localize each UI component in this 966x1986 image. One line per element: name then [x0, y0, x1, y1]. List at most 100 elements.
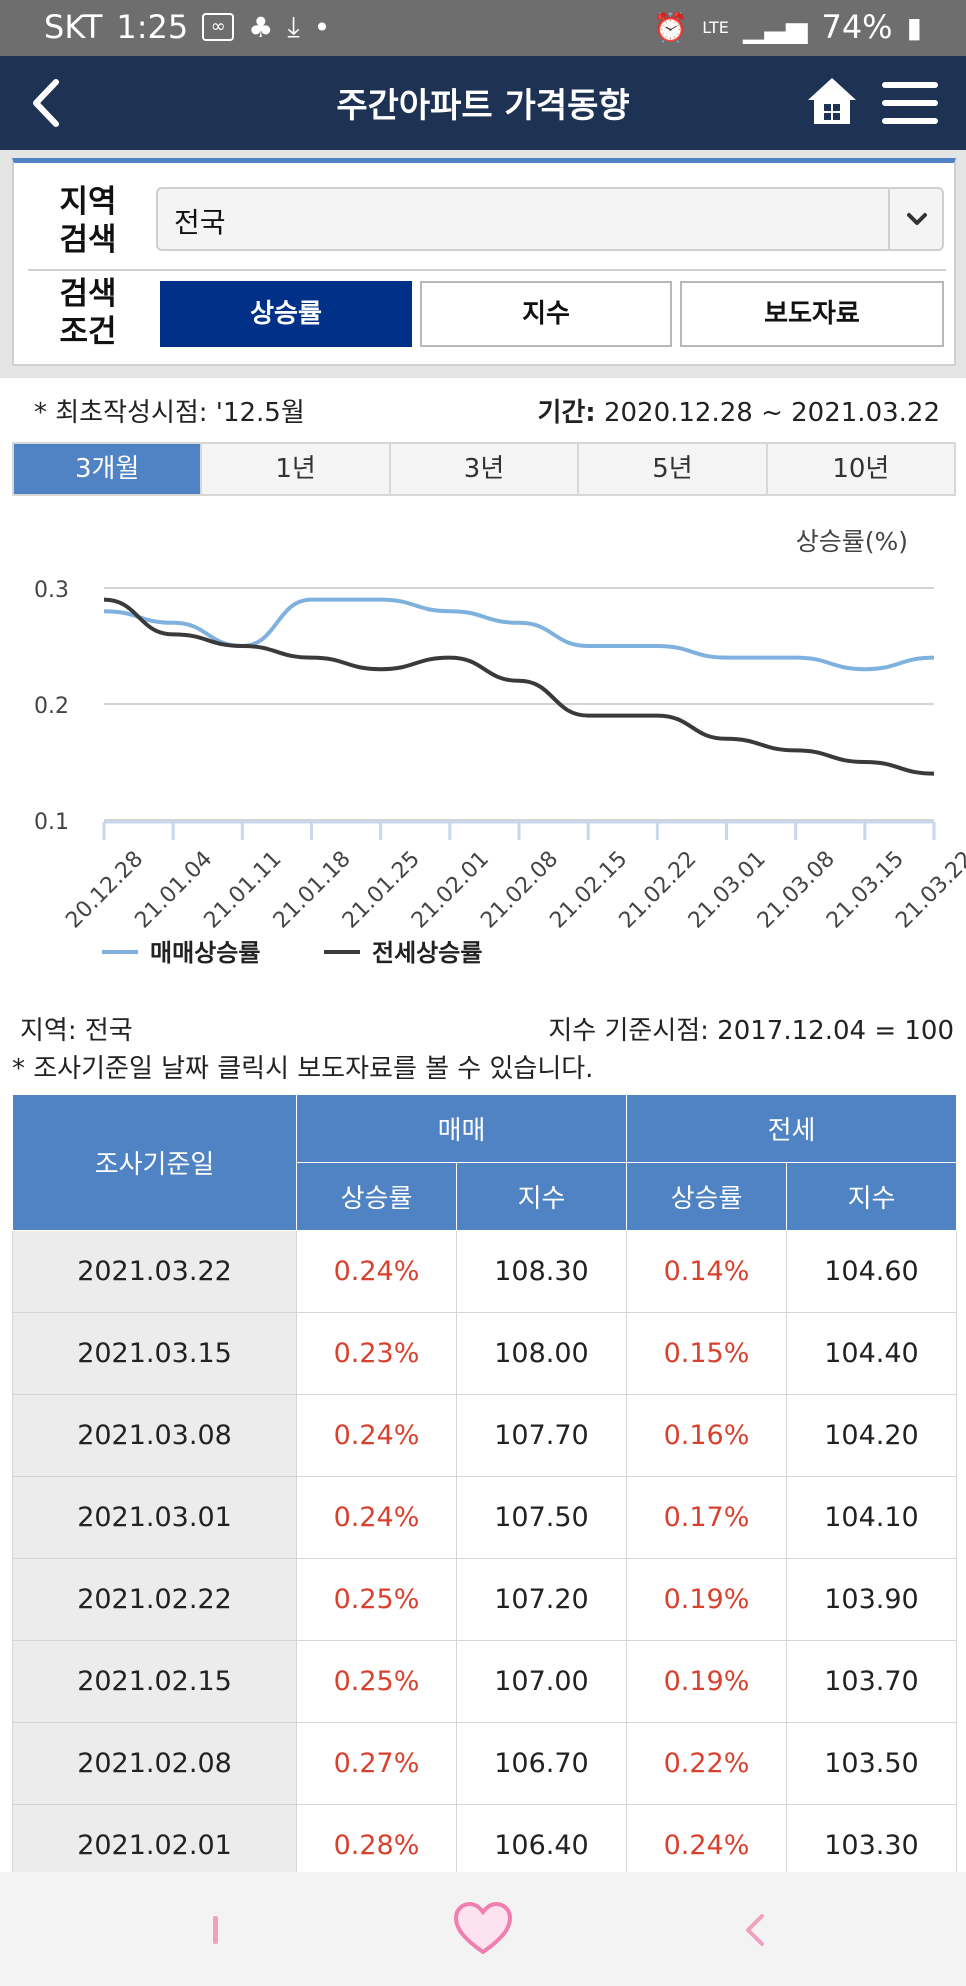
chart-y-axis-label: 상승률(%): [796, 527, 908, 556]
sale-index: 107.70: [456, 1394, 627, 1477]
lease-index: 103.90: [786, 1558, 957, 1641]
lease-index: 104.60: [786, 1230, 957, 1313]
sale-rate: 0.24%: [296, 1394, 457, 1477]
chevron-down-icon: [907, 213, 927, 225]
home-nav-button[interactable]: [450, 1896, 516, 1962]
tab-10-years[interactable]: 10년: [832, 454, 890, 484]
panel-divider: [28, 269, 946, 271]
search-panel: 지역 검색 전국 검색 조건 상승률 지수 보도자료: [12, 158, 956, 366]
rate-button[interactable]: 상승률: [160, 281, 412, 347]
tab-3-years[interactable]: 3년: [391, 444, 580, 494]
survey-date-link[interactable]: 2021.03.08: [12, 1394, 297, 1477]
series-line: [103, 597, 935, 672]
home-icon: [808, 78, 856, 124]
y-tick-label: 0.1: [34, 810, 69, 835]
chart-y-ticks: 0.3 0.2 0.1: [34, 578, 69, 835]
page-title: 주간아파트 가격동향: [336, 86, 630, 126]
chart-series: [103, 597, 935, 776]
lease-index: 103.70: [786, 1640, 957, 1723]
lease-rate: 0.19%: [626, 1558, 787, 1641]
table-row: 2021.03.08 0.24% 107.70 0.16% 104.20: [12, 1394, 957, 1477]
legend-label: 매매상승률: [150, 939, 260, 967]
period-value: 2020.12.28 ~ 2021.03.22: [603, 398, 940, 428]
series-line: [103, 597, 935, 776]
table-row: 2021.03.01 0.24% 107.50 0.17% 104.10: [12, 1476, 957, 1559]
dot-icon: •: [313, 10, 331, 44]
legend-label: 전세상승률: [372, 939, 482, 967]
condition-label: 검색 조건: [59, 276, 117, 350]
header-lease-index: 지수: [786, 1162, 957, 1231]
sale-rate: 0.24%: [296, 1230, 457, 1313]
sale-index: 107.00: [456, 1640, 627, 1723]
index-button[interactable]: 지수: [420, 281, 672, 347]
home-button[interactable]: [804, 72, 860, 132]
header-sale-rate: 상승률: [296, 1162, 457, 1231]
table-row: 2021.02.15 0.25% 107.00 0.19% 103.70: [12, 1640, 957, 1723]
lease-rate: 0.16%: [626, 1394, 787, 1477]
battery-icon: ▮: [906, 10, 922, 44]
clock: 1:25: [116, 8, 189, 46]
hamburger-menu-icon: [882, 82, 938, 124]
sale-rate: 0.25%: [296, 1640, 457, 1723]
menu-button[interactable]: [880, 80, 940, 126]
table-note: * 조사기준일 날짜 클릭시 보도자료를 볼 수 있습니다.: [12, 1054, 594, 1084]
region-info: 지역: 전국: [20, 1016, 133, 1046]
header-lease-rate: 상승률: [626, 1162, 787, 1231]
sale-rate: 0.27%: [296, 1722, 457, 1805]
app-header: 주간아파트 가격동향: [0, 56, 966, 150]
survey-date-link[interactable]: 2021.02.08: [12, 1722, 297, 1805]
survey-date-link[interactable]: 2021.03.22: [12, 1230, 297, 1313]
sale-index: 108.00: [456, 1312, 627, 1395]
press-release-button[interactable]: 보도자료: [680, 281, 944, 347]
rate-line-chart: 상승률(%) 0.3 0.2 0.1 20.12.2821.01.0421.01.1…: [34, 527, 966, 967]
sale-index: 107.50: [456, 1476, 627, 1559]
chart-legend: 매매상승률 전세상승률: [102, 939, 482, 967]
chart-grid: [104, 587, 934, 821]
chevron-left-icon: [746, 1914, 764, 1946]
survey-date-link[interactable]: 2021.02.15: [12, 1640, 297, 1723]
y-tick-label: 0.2: [34, 694, 69, 719]
header-survey-date: 조사기준일: [12, 1094, 297, 1231]
rate-table: 조사기준일 매매 전세 상승률 지수 상승률 지수 2021.03.22 0.2…: [12, 1094, 957, 1887]
period-info: 기간: 2020.12.28 ~ 2021.03.22: [537, 392, 940, 429]
bar-icon: [213, 1916, 218, 1944]
tab-5-years[interactable]: 5년: [579, 444, 768, 494]
bottom-navigation: [0, 1872, 966, 1986]
survey-date-link[interactable]: 2021.03.01: [12, 1476, 297, 1559]
tab-1-year[interactable]: 1년: [202, 444, 391, 494]
lease-rate: 0.17%: [626, 1476, 787, 1559]
select-arrow[interactable]: [888, 189, 942, 249]
lease-index: 104.20: [786, 1394, 957, 1477]
recent-apps-button[interactable]: [196, 1910, 236, 1950]
chart-x-axis: 20.12.2821.01.0421.01.1121.01.1821.01.25…: [61, 820, 966, 934]
sale-index: 107.20: [456, 1558, 627, 1641]
battery-level: 74%: [821, 8, 893, 46]
lease-rate: 0.14%: [626, 1230, 787, 1313]
header-sale-index: 지수: [456, 1162, 627, 1231]
table-row: 2021.03.22 0.24% 108.30 0.14% 104.60: [12, 1230, 957, 1313]
survey-date-link[interactable]: 2021.03.15: [12, 1312, 297, 1395]
first-created-label: * 최초작성시점: '12.5월: [34, 398, 305, 428]
sale-rate: 0.25%: [296, 1558, 457, 1641]
nav-back-button[interactable]: [736, 1910, 776, 1950]
signal-icon: ▁▃▅: [742, 10, 808, 44]
sale-rate: 0.24%: [296, 1476, 457, 1559]
lease-index: 104.10: [786, 1476, 957, 1559]
back-button[interactable]: [22, 70, 82, 136]
header-lease-group: 전세: [626, 1094, 957, 1163]
lease-rate: 0.19%: [626, 1640, 787, 1723]
download-icon: ⤓: [287, 10, 300, 43]
header-sale-group: 매매: [296, 1094, 627, 1163]
back-chevron-icon: [33, 79, 59, 127]
region-select[interactable]: 전국: [156, 187, 944, 251]
table-row: 2021.02.22 0.25% 107.20 0.19% 103.90: [12, 1558, 957, 1641]
app-notification-icon: ♣: [248, 10, 274, 44]
survey-date-link[interactable]: 2021.02.22: [12, 1558, 297, 1641]
table-row: 2021.03.15 0.23% 108.00 0.15% 104.40: [12, 1312, 957, 1395]
tab-3-months[interactable]: 3개월: [14, 444, 203, 494]
period-tabs: 3개월 1년 3년 5년 10년: [12, 442, 956, 496]
carrier-label: SKT: [44, 8, 103, 46]
lease-index: 104.40: [786, 1312, 957, 1395]
sale-index: 106.70: [456, 1722, 627, 1805]
period-label: 기간:: [537, 398, 596, 428]
